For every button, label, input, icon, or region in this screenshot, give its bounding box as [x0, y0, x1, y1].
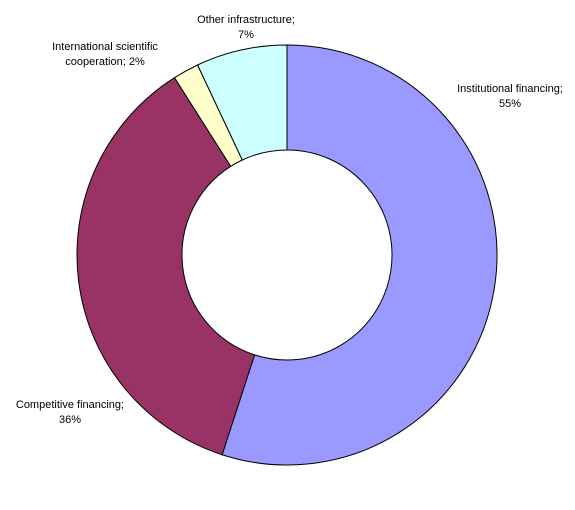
data-label: Other infrastructure; 7%	[171, 13, 321, 43]
value-label: 55%	[498, 98, 522, 110]
category-label: International scientific cooperation;	[52, 41, 158, 68]
donut-slice	[196, 44, 288, 161]
value-label: 2%	[128, 56, 145, 68]
category-label: Competitive financing;	[15, 399, 125, 411]
data-label: International scientific cooperation; 2%	[45, 40, 165, 70]
category-label: Other infrastructure;	[197, 14, 295, 26]
value-label: 7%	[238, 29, 254, 41]
donut-slice	[76, 77, 256, 456]
data-label: Competitive financing; 36%	[0, 398, 145, 428]
category-label: Institutional financing;	[457, 83, 563, 95]
value-label: 36%	[58, 414, 82, 426]
data-label: Institutional financing; 55%	[435, 82, 575, 112]
donut-slice	[221, 44, 498, 466]
